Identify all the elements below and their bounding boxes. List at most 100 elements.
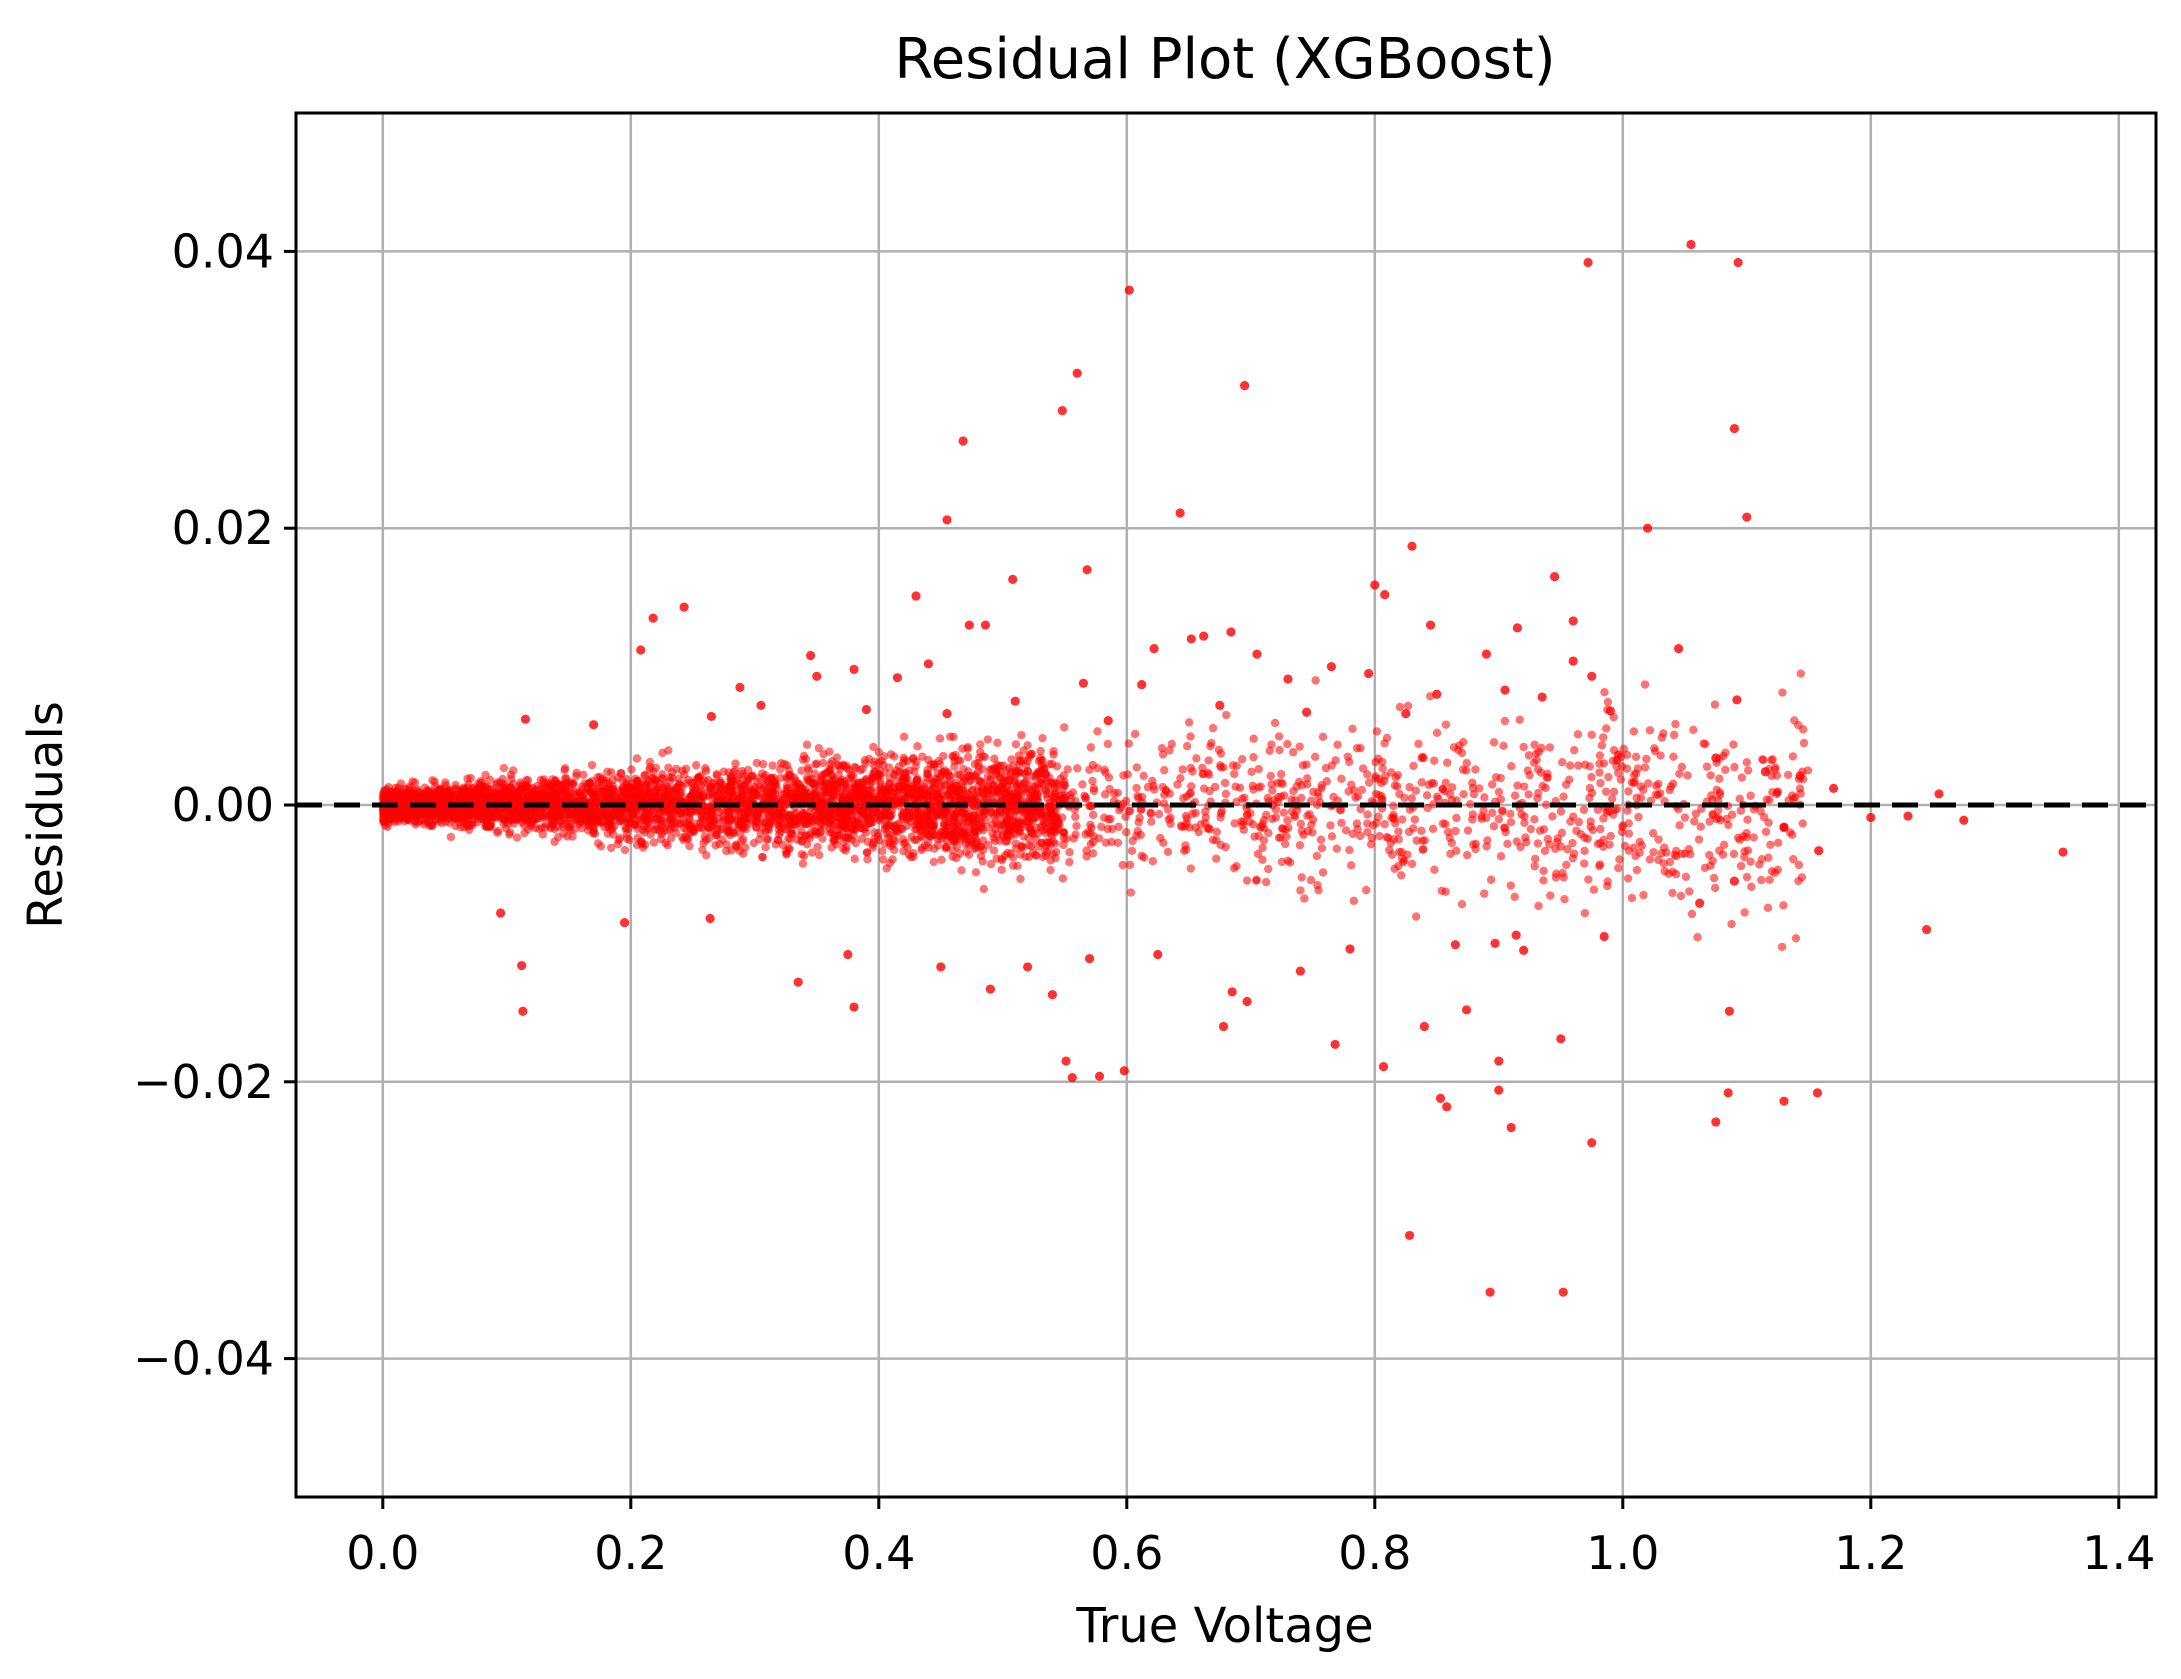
scatter-point bbox=[1412, 836, 1421, 845]
scatter-point bbox=[1585, 793, 1594, 803]
scatter-point bbox=[1705, 850, 1714, 860]
scatter-point bbox=[978, 845, 988, 855]
scatter-point bbox=[1127, 846, 1137, 856]
scatter-point bbox=[1279, 791, 1289, 800]
scatter-point bbox=[1545, 743, 1555, 752]
scatter-point bbox=[1163, 847, 1173, 857]
scatter-point bbox=[1004, 793, 1013, 802]
scatter-point bbox=[1390, 864, 1399, 873]
scatter-point bbox=[944, 789, 954, 799]
scatter-point bbox=[1441, 778, 1450, 787]
scatter-point bbox=[1531, 854, 1540, 864]
scatter-point bbox=[665, 814, 674, 823]
scatter-point bbox=[1617, 827, 1627, 837]
scatter-point bbox=[811, 760, 820, 769]
scatter-point bbox=[1097, 822, 1106, 831]
scatter-point bbox=[1122, 828, 1131, 837]
scatter-point bbox=[1400, 793, 1409, 803]
scatter-point bbox=[729, 828, 738, 838]
scatter-point bbox=[873, 786, 883, 795]
scatter-point bbox=[758, 852, 767, 862]
scatter-point bbox=[1356, 831, 1365, 841]
scatter-point bbox=[1669, 730, 1679, 740]
scatter-point bbox=[1326, 821, 1335, 830]
scatter-point bbox=[1176, 774, 1185, 783]
scatter-point bbox=[782, 761, 792, 770]
scatter-point bbox=[520, 828, 529, 838]
scatter-point bbox=[778, 840, 788, 850]
scatter-point bbox=[706, 827, 716, 836]
scatter-point bbox=[1248, 820, 1258, 829]
scatter-point bbox=[644, 776, 654, 785]
scatter-point bbox=[1294, 777, 1304, 787]
scatter-point bbox=[1362, 885, 1371, 895]
scatter-point bbox=[1576, 830, 1586, 839]
scatter-point bbox=[1642, 754, 1651, 764]
scatter-point bbox=[803, 763, 813, 772]
scatter-point bbox=[989, 812, 998, 821]
scatter-point bbox=[396, 779, 406, 788]
scatter-point bbox=[1259, 836, 1269, 845]
scatter-point bbox=[1059, 840, 1068, 850]
scatter-point bbox=[1212, 854, 1221, 863]
scatter-point bbox=[1656, 789, 1665, 798]
scatter-point bbox=[588, 829, 598, 838]
scatter-point bbox=[1459, 790, 1468, 799]
scatter-point bbox=[1644, 779, 1653, 788]
scatter-point bbox=[1607, 794, 1617, 803]
scatter-point bbox=[560, 774, 570, 783]
scatter-point bbox=[913, 742, 922, 751]
scatter-point bbox=[1121, 812, 1130, 821]
scatter-point bbox=[1533, 839, 1543, 848]
scatter-point bbox=[1636, 782, 1646, 791]
scatter-point bbox=[937, 789, 946, 799]
scatter-point bbox=[1659, 729, 1668, 738]
scatter-point bbox=[1403, 701, 1413, 711]
scatter-point bbox=[996, 793, 1006, 803]
scatter-point bbox=[1694, 835, 1704, 844]
scatter-point bbox=[1539, 876, 1548, 885]
scatter-point bbox=[1764, 818, 1773, 827]
scatter-point bbox=[1605, 840, 1614, 849]
scatter-point bbox=[1035, 769, 1044, 778]
scatter-point bbox=[572, 771, 581, 781]
scatter-point bbox=[1451, 826, 1460, 836]
scatter-point bbox=[931, 810, 941, 820]
scatter-point bbox=[851, 763, 861, 773]
scatter-point bbox=[1363, 770, 1372, 779]
scatter-point bbox=[877, 793, 886, 802]
scatter-point bbox=[1222, 710, 1231, 720]
scatter-point bbox=[790, 773, 799, 782]
scatter-point bbox=[539, 777, 548, 787]
scatter-point bbox=[1675, 821, 1684, 830]
scatter-point bbox=[554, 796, 564, 805]
scatter-point bbox=[1589, 885, 1599, 894]
scatter-point bbox=[889, 845, 899, 855]
scatter-point bbox=[393, 786, 402, 795]
scatter-point bbox=[607, 768, 616, 777]
scatter-point bbox=[1397, 847, 1406, 857]
scatter-point bbox=[783, 784, 793, 794]
scatter-point bbox=[1068, 788, 1078, 797]
scatter-point bbox=[520, 813, 529, 823]
scatter-point bbox=[1080, 791, 1089, 801]
scatter-point bbox=[1101, 838, 1111, 847]
scatter-point bbox=[792, 808, 801, 817]
scatter-point bbox=[959, 764, 968, 774]
scatter-point bbox=[1585, 783, 1595, 793]
scatter-point bbox=[1002, 781, 1011, 790]
scatter-point bbox=[1614, 863, 1623, 873]
scatter-point bbox=[468, 819, 477, 828]
scatter-point bbox=[632, 754, 642, 763]
scatter-point bbox=[976, 777, 986, 787]
scatter-point bbox=[1494, 787, 1504, 797]
scatter-point bbox=[441, 781, 450, 790]
scatter-point bbox=[869, 742, 878, 752]
scatter-point bbox=[688, 778, 698, 788]
scatter-point bbox=[1507, 762, 1516, 771]
scatter-point bbox=[1258, 855, 1267, 864]
scatter-point bbox=[1749, 833, 1758, 842]
scatter-point bbox=[1733, 833, 1743, 843]
scatter-point bbox=[379, 790, 389, 799]
scatter-point bbox=[1046, 856, 1055, 865]
